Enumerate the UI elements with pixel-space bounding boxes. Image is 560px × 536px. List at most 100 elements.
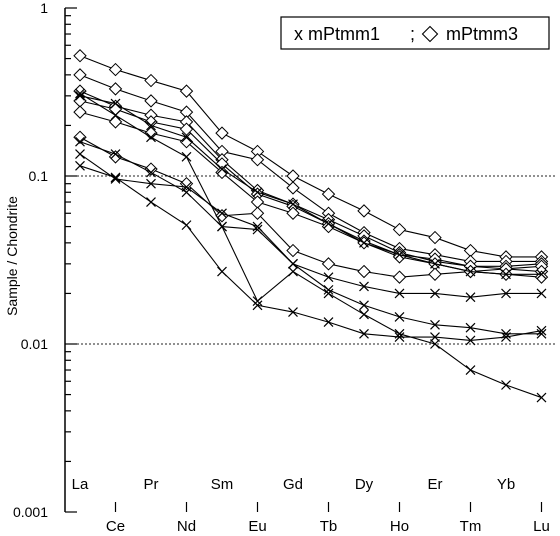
data-point-cross [536, 325, 547, 336]
data-point-diamond [286, 243, 300, 258]
series-cross [75, 90, 547, 280]
x-category-label: Pr [144, 476, 159, 493]
data-point-cross [394, 249, 405, 260]
data-point-cross [110, 172, 121, 183]
data-point-cross [501, 269, 511, 280]
data-point-cross [217, 266, 227, 277]
data-point-diamond [144, 73, 158, 88]
data-point-cross [536, 269, 547, 280]
labels: 1 0.1 0.01 0.001 La Ce Pr Nd Sm Eu Gd Tb Dy Ho Er Tm Yb L… [13, 0, 550, 535]
series-diamond [73, 84, 549, 274]
series-line [79, 136, 542, 278]
data-point-cross [359, 328, 369, 339]
data-point-cross [181, 220, 192, 231]
data-point-diamond [144, 126, 158, 140]
legend: x mPtmm1 ; mPtmm3 [280, 16, 550, 50]
data-point-cross [288, 307, 298, 317]
data-point-cross [501, 288, 511, 299]
x-category-label: Lu [533, 518, 550, 535]
series-line [79, 92, 542, 298]
series-diamond [73, 49, 549, 264]
y-tick-label: 0.01 [21, 336, 48, 352]
data-point-cross [288, 258, 298, 269]
series-line [79, 153, 542, 335]
data-point-cross [146, 120, 156, 131]
series-line [79, 165, 542, 341]
legend-diamond-marker [421, 25, 439, 43]
data-point-cross [146, 197, 156, 207]
data-point-diamond [428, 267, 442, 281]
x-category-label: Tm [460, 518, 482, 535]
legend-entry-diamond: mPtmm3 [446, 24, 518, 44]
series-layer [73, 49, 549, 403]
data-point-cross [465, 335, 476, 346]
x-category-label: Nd [177, 518, 196, 535]
data-point-cross [536, 392, 547, 403]
x-category-label: Yb [497, 476, 515, 493]
data-point-cross [75, 149, 85, 160]
x-category-label: Er [428, 476, 443, 493]
legend-box [280, 16, 550, 50]
data-point-cross [430, 332, 440, 342]
data-point-cross [536, 288, 547, 299]
series-cross [75, 149, 547, 339]
y-axis-label: Sample / Chondrite [4, 196, 20, 316]
data-point-diamond [108, 82, 123, 96]
data-point-cross [75, 90, 85, 101]
data-point-cross [288, 199, 298, 210]
data-point-cross [110, 110, 121, 121]
data-point-cross [146, 132, 156, 143]
x-category-label: Dy [355, 476, 374, 493]
series-line [79, 74, 542, 263]
x-category-label: Tb [320, 518, 338, 535]
series-line [79, 100, 542, 270]
data-point-cross [323, 317, 334, 328]
data-point-cross [359, 309, 369, 320]
x-category-label: Sm [211, 476, 234, 493]
data-point-cross [181, 151, 192, 162]
data-point-cross [359, 237, 369, 248]
data-point-diamond [286, 206, 300, 220]
data-point-diamond [321, 257, 336, 271]
data-point-cross [75, 136, 85, 147]
data-point-cross [323, 218, 334, 229]
data-point-diamond [73, 49, 87, 63]
data-point-cross [252, 221, 263, 232]
data-point-cross [465, 266, 476, 277]
data-point-diamond [250, 153, 265, 167]
data-point-cross [217, 164, 227, 174]
data-point-diamond [357, 264, 371, 279]
data-point-cross [430, 339, 440, 349]
data-point-diamond [286, 181, 300, 195]
reference-lines [65, 175, 555, 345]
data-point-diamond [357, 204, 371, 218]
data-point-diamond [179, 84, 194, 98]
x-category-label: Ce [106, 518, 125, 535]
axes [64, 7, 543, 513]
data-point-cross [394, 332, 405, 342]
data-point-cross [323, 288, 334, 299]
data-point-cross [181, 182, 192, 192]
series-diamond [73, 130, 549, 284]
data-point-cross [465, 365, 476, 375]
data-point-cross [181, 132, 192, 143]
series-diamond [73, 68, 549, 269]
data-point-diamond [73, 105, 87, 119]
data-point-diamond [215, 126, 229, 140]
data-point-diamond [144, 94, 158, 108]
data-point-cross [252, 224, 263, 235]
data-point-diamond [215, 165, 229, 180]
data-point-cross [217, 208, 227, 219]
data-point-cross [465, 322, 476, 333]
data-point-cross [110, 149, 121, 160]
data-point-cross [359, 281, 369, 292]
data-point-cross [359, 300, 369, 311]
data-point-diamond [321, 187, 336, 201]
data-point-diamond [286, 169, 300, 183]
data-point-diamond [144, 162, 158, 176]
data-point-cross [323, 272, 334, 283]
data-point-cross [501, 332, 511, 342]
data-point-diamond [108, 150, 123, 164]
series-line [79, 95, 542, 275]
data-point-cross [430, 319, 440, 330]
